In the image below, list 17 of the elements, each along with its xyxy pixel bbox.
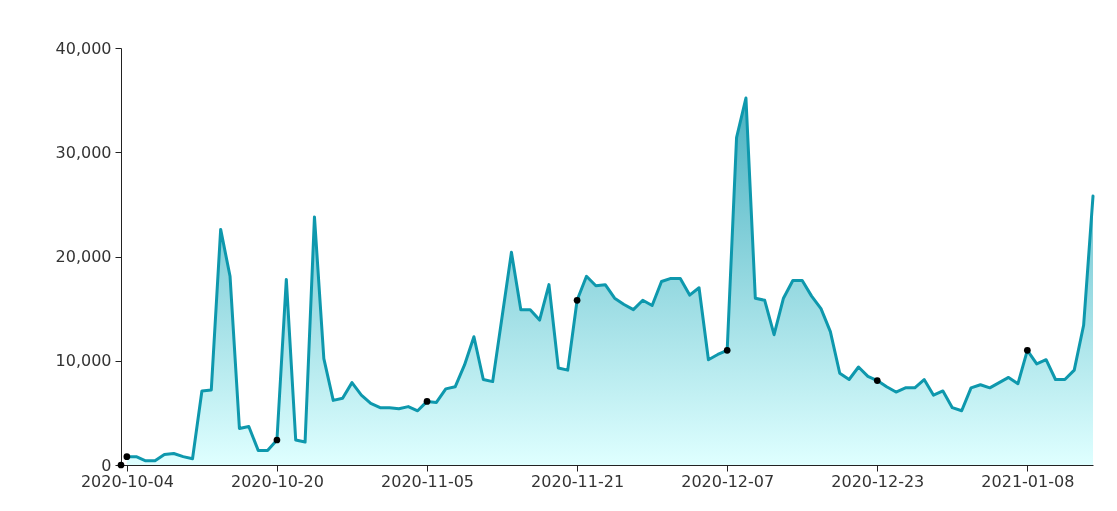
point bbox=[423, 398, 431, 405]
point bbox=[273, 436, 281, 444]
x-tick-label: 2020-11-05 bbox=[381, 471, 475, 491]
x-tick-label: 2020-11-21 bbox=[531, 471, 625, 491]
point bbox=[723, 346, 731, 354]
point bbox=[873, 377, 881, 384]
x-tick-label: 2020-12-07 bbox=[681, 471, 775, 491]
point bbox=[123, 453, 131, 461]
x-tick-label: 2020-10-20 bbox=[230, 471, 324, 491]
y-tick-label: 20,000 bbox=[55, 247, 112, 266]
point bbox=[1023, 346, 1031, 354]
x-tick-label: 2020-12-23 bbox=[831, 471, 925, 491]
y-tick-label: 30,000 bbox=[55, 142, 112, 162]
point bbox=[573, 296, 581, 304]
x-tick-label: 2021-01-08 bbox=[981, 471, 1075, 491]
y-tick-label: 10,000 bbox=[55, 351, 112, 371]
y-tick-label: 40,000 bbox=[55, 38, 112, 58]
